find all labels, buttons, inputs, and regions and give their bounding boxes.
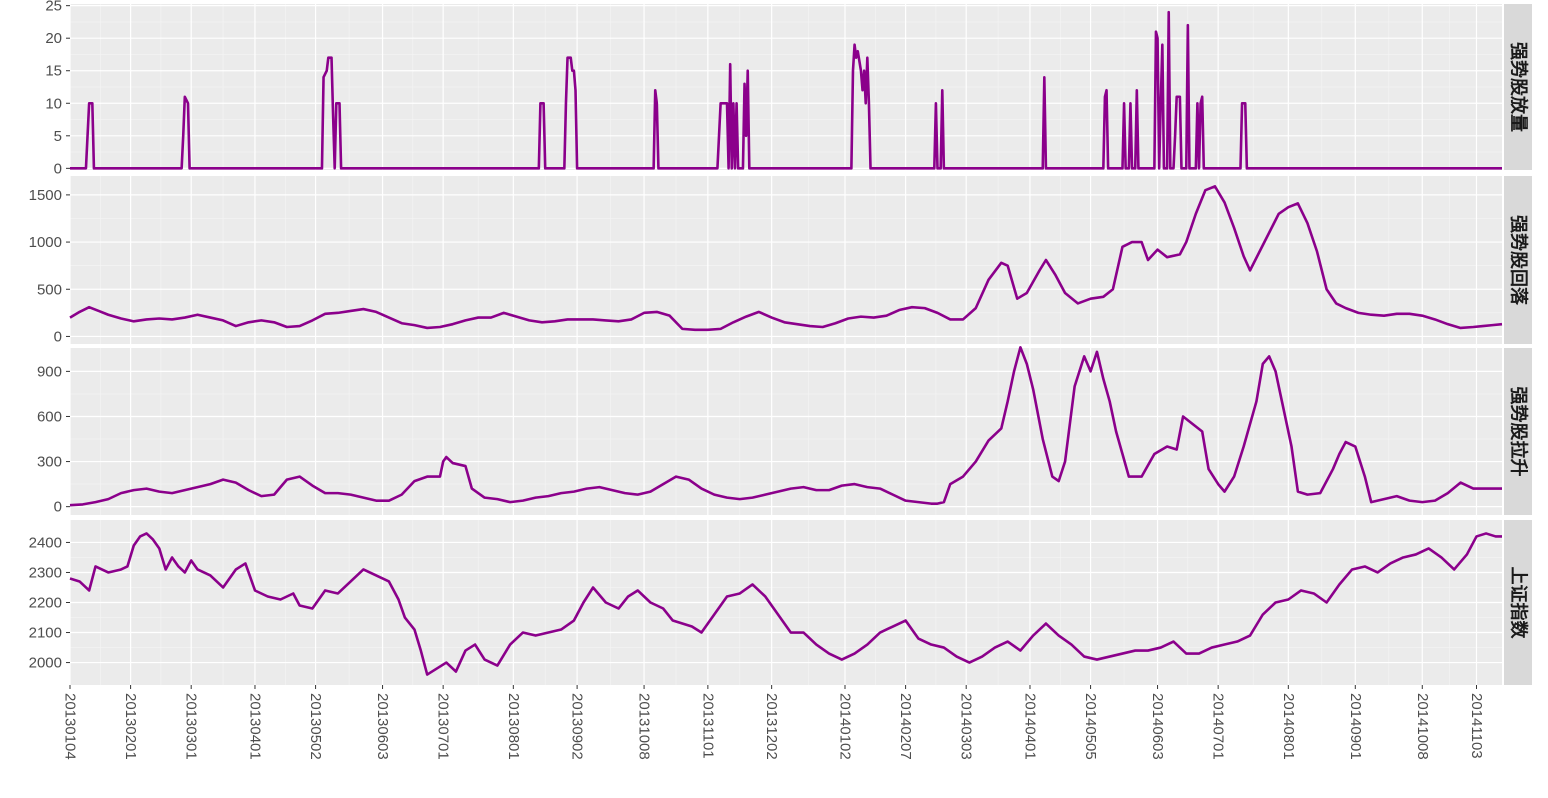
facet-strip — [1504, 348, 1532, 515]
facet-strip — [1504, 4, 1532, 170]
x-tick-label: 20130801 — [505, 693, 522, 760]
x-tick-label: 20140401 — [1021, 693, 1038, 760]
panel-4: 2000 2100 2200 2300 2400 上证指数 — [29, 520, 1532, 685]
series-line — [70, 10, 1502, 170]
x-tick-label: 20130104 — [62, 693, 79, 760]
x-tick-label: 20140603 — [1149, 693, 1166, 760]
x-tick-label: 20130502 — [307, 693, 324, 760]
x-tick-label: 20140207 — [897, 693, 914, 760]
x-tick-label: 20140303 — [958, 693, 975, 760]
y-tick-label: 900 — [37, 363, 62, 380]
x-tick-label: 20130301 — [183, 693, 200, 760]
panel-2: 0 500 1000 1500 强势股回落 — [29, 176, 1532, 345]
x-tick-label: 20141103 — [1468, 693, 1485, 759]
x-tick-label: 20130701 — [435, 693, 452, 760]
facet-strip — [1504, 520, 1532, 685]
panel-background — [70, 176, 1502, 344]
facet-strip-label: 上证指数 — [1508, 567, 1530, 640]
facet-strip-label: 强势股拉升 — [1508, 387, 1530, 477]
x-tick-label: 20130902 — [569, 693, 586, 760]
facet-strip-label: 强势股放量 — [1508, 42, 1530, 132]
y-tick-label: 0 — [54, 160, 62, 177]
y-tick-label: 500 — [37, 281, 62, 298]
y-tick-label: 2200 — [29, 595, 62, 612]
panel-background — [70, 348, 1502, 515]
y-tick-label: 2000 — [29, 655, 62, 672]
y-tick-label: 15 — [45, 63, 62, 80]
x-tick-label: 20140102 — [837, 693, 854, 760]
x-tick-label: 20140901 — [1347, 693, 1364, 760]
panel-3: 0 300 600 900 强势股拉升 — [37, 346, 1532, 516]
y-tick-label: 0 — [54, 328, 62, 345]
y-tick-label: 1000 — [29, 234, 62, 251]
series-line — [69, 532, 1502, 676]
series-line — [69, 346, 1502, 507]
y-tick-label: 1500 — [29, 187, 62, 204]
x-tick-label: 20140801 — [1280, 693, 1297, 760]
x-tick-label: 20130401 — [246, 693, 263, 760]
series-line — [69, 185, 1503, 332]
y-tick-label: 600 — [37, 408, 62, 425]
x-tick-label: 20131101 — [699, 693, 716, 759]
y-tick-label: 10 — [45, 95, 62, 112]
x-tick-label: 20131202 — [763, 693, 780, 760]
facet-strip — [1504, 176, 1532, 344]
x-tick-label: 20140505 — [1082, 693, 1099, 760]
y-tick-label: 5 — [54, 128, 62, 145]
y-tick-label: 300 — [37, 454, 62, 471]
y-tick-label: 2300 — [29, 564, 62, 581]
x-tick-label: 20131008 — [636, 693, 653, 760]
y-tick-label: 20 — [45, 30, 62, 47]
x-tick-label: 20130603 — [374, 693, 391, 760]
facet-strip-label: 强势股回落 — [1508, 215, 1530, 306]
y-tick-label: 0 — [54, 499, 62, 516]
x-tick-label: 20140701 — [1210, 693, 1227, 760]
panel-1: 0 5 10 15 20 25 强势股放量 — [45, 0, 1532, 177]
x-tick-label: 20141008 — [1414, 693, 1431, 760]
y-tick-label: 25 — [45, 0, 62, 15]
y-tick-label: 2400 — [29, 534, 62, 551]
x-tick-label: 20130201 — [122, 693, 139, 760]
y-tick-label: 2100 — [29, 625, 62, 642]
